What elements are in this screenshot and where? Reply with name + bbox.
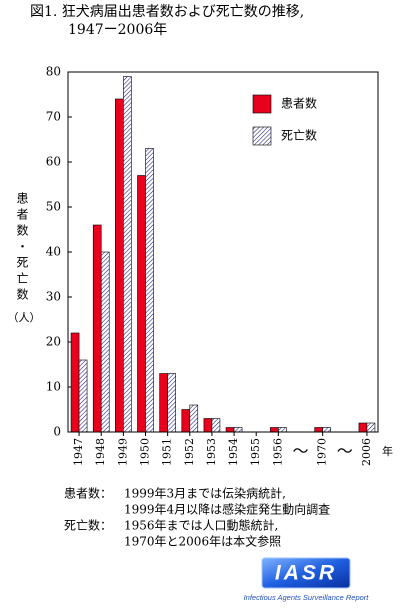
- x-tick-label: 1950: [139, 438, 152, 466]
- x-tick-label: 1954: [227, 438, 240, 466]
- note-line: 1999年4月以降は感染症発生動向調査: [124, 502, 330, 517]
- x-tick-label: 1951: [161, 438, 174, 466]
- x-tick-label: 1952: [183, 438, 196, 466]
- logo-title: IASR: [275, 562, 337, 585]
- bar: [211, 418, 221, 433]
- y-tick-label: 40: [46, 245, 61, 259]
- bar: [70, 332, 80, 433]
- bar: [78, 359, 88, 433]
- x-axis-unit: 年: [382, 444, 393, 458]
- bar: [358, 422, 368, 433]
- plot-frame: [67, 71, 379, 433]
- bar: [100, 251, 110, 433]
- legend-label: 患者数: [281, 96, 317, 111]
- legend-label: 死亡数: [281, 128, 317, 143]
- x-tick-label: 1956: [271, 438, 284, 466]
- note-label: 死亡数：: [64, 518, 112, 533]
- logo-box: [261, 557, 351, 589]
- x-tick-label: 1947: [72, 438, 85, 466]
- y-axis-unit: （人）: [8, 311, 41, 324]
- bar: [167, 373, 176, 433]
- x-tick-label: 1948: [94, 438, 107, 466]
- bar: [145, 148, 154, 433]
- x-tick-label: 1949: [116, 438, 129, 466]
- y-tick-label: 20: [46, 335, 61, 349]
- y-tick-label: 70: [46, 110, 61, 124]
- x-tick-label: 1953: [205, 438, 218, 466]
- bar: [123, 76, 132, 433]
- note-label: 患者数：: [64, 486, 112, 501]
- bar: [278, 427, 287, 433]
- chart-title: 図1. 狂犬病届出患者数および死亡数の推移,: [30, 4, 304, 20]
- bar: [189, 404, 199, 433]
- legend-swatch: [252, 94, 272, 114]
- logo-subtitle: Infectious Agents Surveillance Report: [244, 593, 370, 602]
- note-line: 1970年と2006年は本文参照: [124, 534, 281, 549]
- bar: [203, 418, 213, 433]
- y-tick-label: 60: [46, 155, 61, 169]
- bar: [233, 427, 243, 433]
- y-tick-label: 0: [53, 425, 61, 439]
- bar: [270, 427, 279, 433]
- bar: [181, 409, 191, 433]
- bar: [159, 373, 168, 433]
- bar: [115, 98, 124, 433]
- x-tick-label: 1955: [249, 438, 262, 466]
- y-tick-label: 50: [46, 200, 61, 214]
- bar: [137, 175, 146, 433]
- note-line: 1999年3月までは伝染病統計,: [124, 486, 286, 501]
- chart-subtitle: 1947ー2006年: [68, 22, 167, 38]
- x-tick-label: 1970: [316, 438, 329, 466]
- legend-swatch: [252, 126, 272, 146]
- x-tick-label: 2006: [360, 438, 373, 466]
- bar: [314, 427, 323, 433]
- bar: [92, 224, 102, 433]
- y-tick-label: 30: [46, 290, 61, 304]
- bar: [366, 422, 376, 433]
- bar: [225, 427, 235, 433]
- y-tick-label: 10: [46, 380, 61, 394]
- bar: [322, 427, 331, 433]
- y-axis-label: 患者数・死亡数: [15, 192, 29, 304]
- x-tick-label: 〜: [337, 442, 353, 461]
- x-tick-label: 〜: [292, 442, 308, 461]
- y-tick-label: 80: [46, 65, 61, 79]
- note-line: 1956年までは人口動態統計,: [124, 518, 278, 533]
